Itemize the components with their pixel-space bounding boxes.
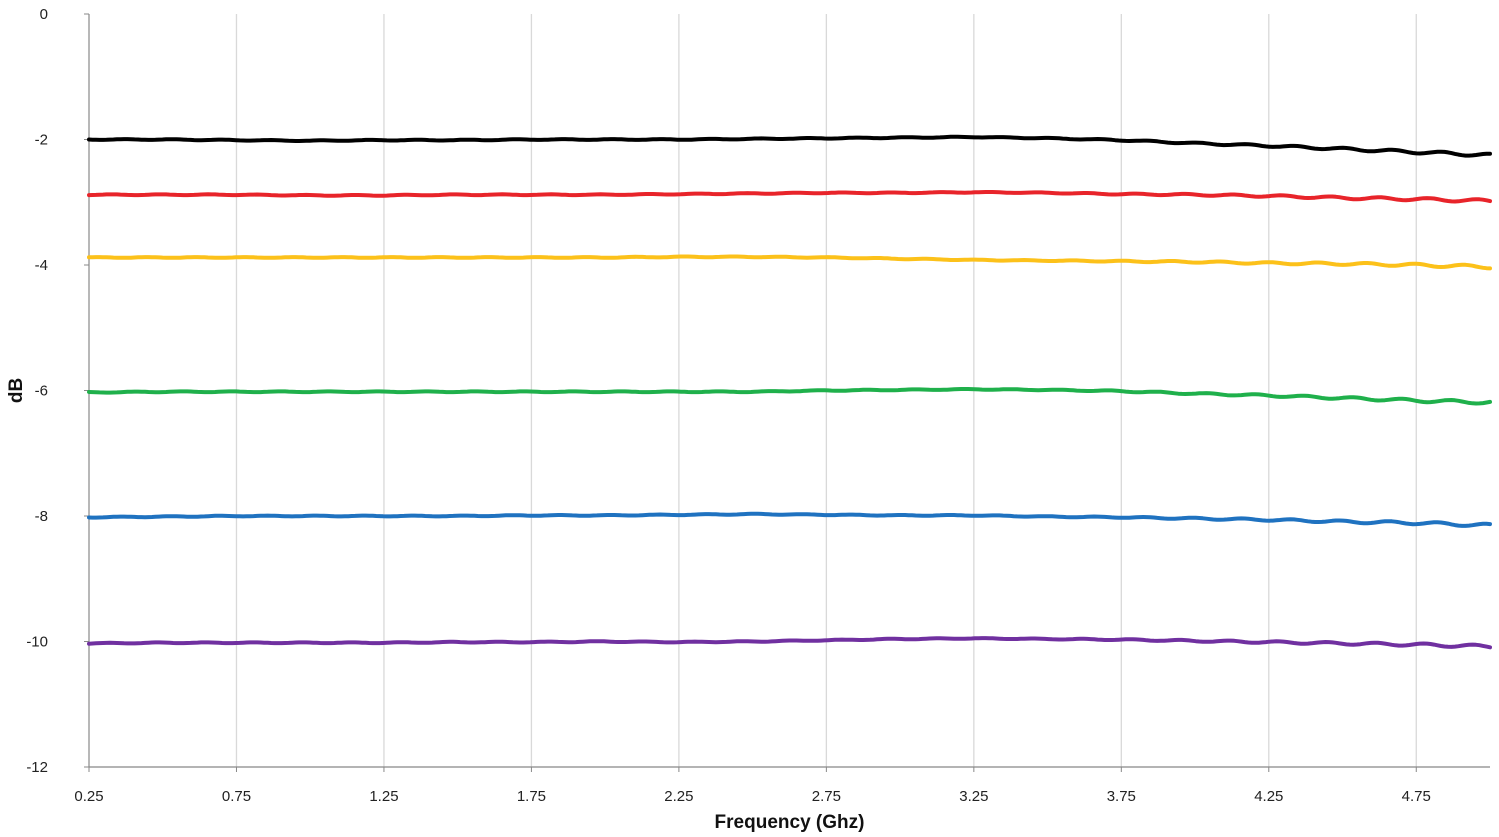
series-line-3 [89, 257, 1490, 269]
x-tick-label: 0.25 [74, 788, 103, 805]
series-line-5 [89, 514, 1490, 526]
y-axis-title: dB [6, 378, 27, 403]
y-tick-label: -4 [35, 257, 48, 274]
x-tick-label: 3.25 [959, 788, 988, 805]
x-tick-label: 1.25 [369, 788, 398, 805]
x-tick-label: 2.75 [812, 788, 841, 805]
y-tick-label: -12 [26, 759, 48, 776]
x-tick-label: 4.75 [1402, 788, 1431, 805]
y-tick-label: -8 [35, 508, 48, 525]
x-tick-labels: 0.25 0.75 1.25 1.75 2.25 2.75 3.25 3.75 4.25 4.75 [74, 788, 1430, 805]
x-axis-title: Frequency (Ghz) [715, 812, 865, 833]
y-tick-label: -2 [35, 132, 48, 149]
series-line-2 [89, 192, 1490, 202]
x-tick-label: 0.75 [222, 788, 251, 805]
y-tick-labels: 0 -2 -4 -6 -8 -10 -12 [26, 6, 48, 776]
x-tick-label: 3.75 [1107, 788, 1136, 805]
y-tick-label: -6 [35, 383, 48, 400]
series-line-6 [89, 638, 1490, 647]
x-tick-label: 2.25 [664, 788, 693, 805]
series-line-1 [89, 137, 1490, 156]
y-tick-label: -10 [26, 634, 48, 651]
y-tick-label: 0 [40, 6, 48, 23]
series-layer [89, 137, 1490, 648]
series-line-4 [89, 389, 1490, 404]
x-tick-label: 4.25 [1254, 788, 1283, 805]
x-tick-label: 1.75 [517, 788, 546, 805]
